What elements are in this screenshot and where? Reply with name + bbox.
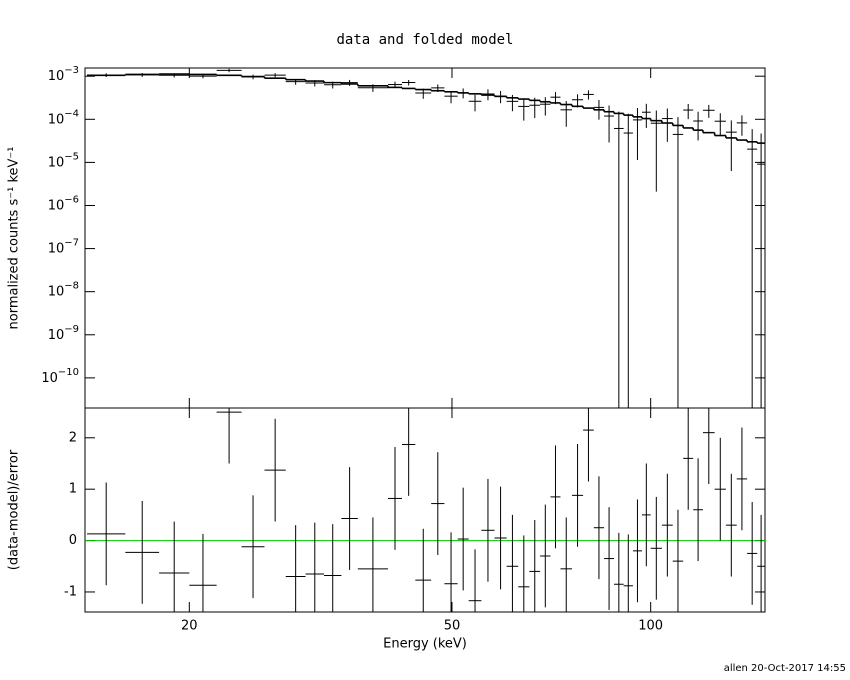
y-tick-base: 10 xyxy=(48,155,65,170)
y-tick-label: 10−3 xyxy=(48,65,79,84)
y-tick-base: 10 xyxy=(48,241,65,256)
y-tick-label: 10−9 xyxy=(48,324,79,343)
y-tick-base: 10 xyxy=(41,370,58,385)
x-tick-label: 20 xyxy=(181,619,198,634)
y-tick-label: 10−8 xyxy=(48,281,79,300)
y-tick-exp: −7 xyxy=(64,238,79,249)
y-tick-label: 2 xyxy=(69,430,77,445)
y-tick-label: 0 xyxy=(69,533,77,548)
y-tick-exp: −9 xyxy=(64,324,79,335)
y-tick-base: 10 xyxy=(48,284,65,299)
y-tick-label: 10−10 xyxy=(41,367,79,386)
x-tick-label: 50 xyxy=(444,619,461,634)
y-tick-exp: −5 xyxy=(64,151,79,162)
plot-frame xyxy=(84,407,766,613)
y-tick-base: 10 xyxy=(48,112,65,127)
y-axis-label: normalized counts s⁻¹ keV⁻¹ xyxy=(7,147,22,330)
y-tick-base: 10 xyxy=(48,198,65,213)
y-tick-label: 10−7 xyxy=(48,238,79,257)
y-tick-base: 10 xyxy=(48,69,65,84)
y-tick-label: -1 xyxy=(64,584,77,599)
y-tick-label: 1 xyxy=(69,482,77,497)
footer: allen 20-Oct-2017 14:55 xyxy=(724,663,846,674)
x-axis-label: Energy (keV) xyxy=(383,637,467,652)
x-tick-label: 100 xyxy=(638,619,663,634)
y-tick-exp: −10 xyxy=(58,367,79,378)
chart-title: data and folded model xyxy=(336,32,513,48)
y-tick-label: 10−5 xyxy=(48,151,79,170)
y-tick-base: 10 xyxy=(48,327,65,342)
y-axis-label: (data-model)/error xyxy=(7,449,22,570)
y-tick-label: 10−4 xyxy=(48,108,79,127)
y-tick-label: 10−6 xyxy=(48,194,79,213)
y-tick-exp: −8 xyxy=(64,281,79,292)
y-tick-exp: −6 xyxy=(64,194,79,205)
y-tick-exp: −3 xyxy=(64,65,79,76)
y-tick-exp: −4 xyxy=(64,108,79,119)
